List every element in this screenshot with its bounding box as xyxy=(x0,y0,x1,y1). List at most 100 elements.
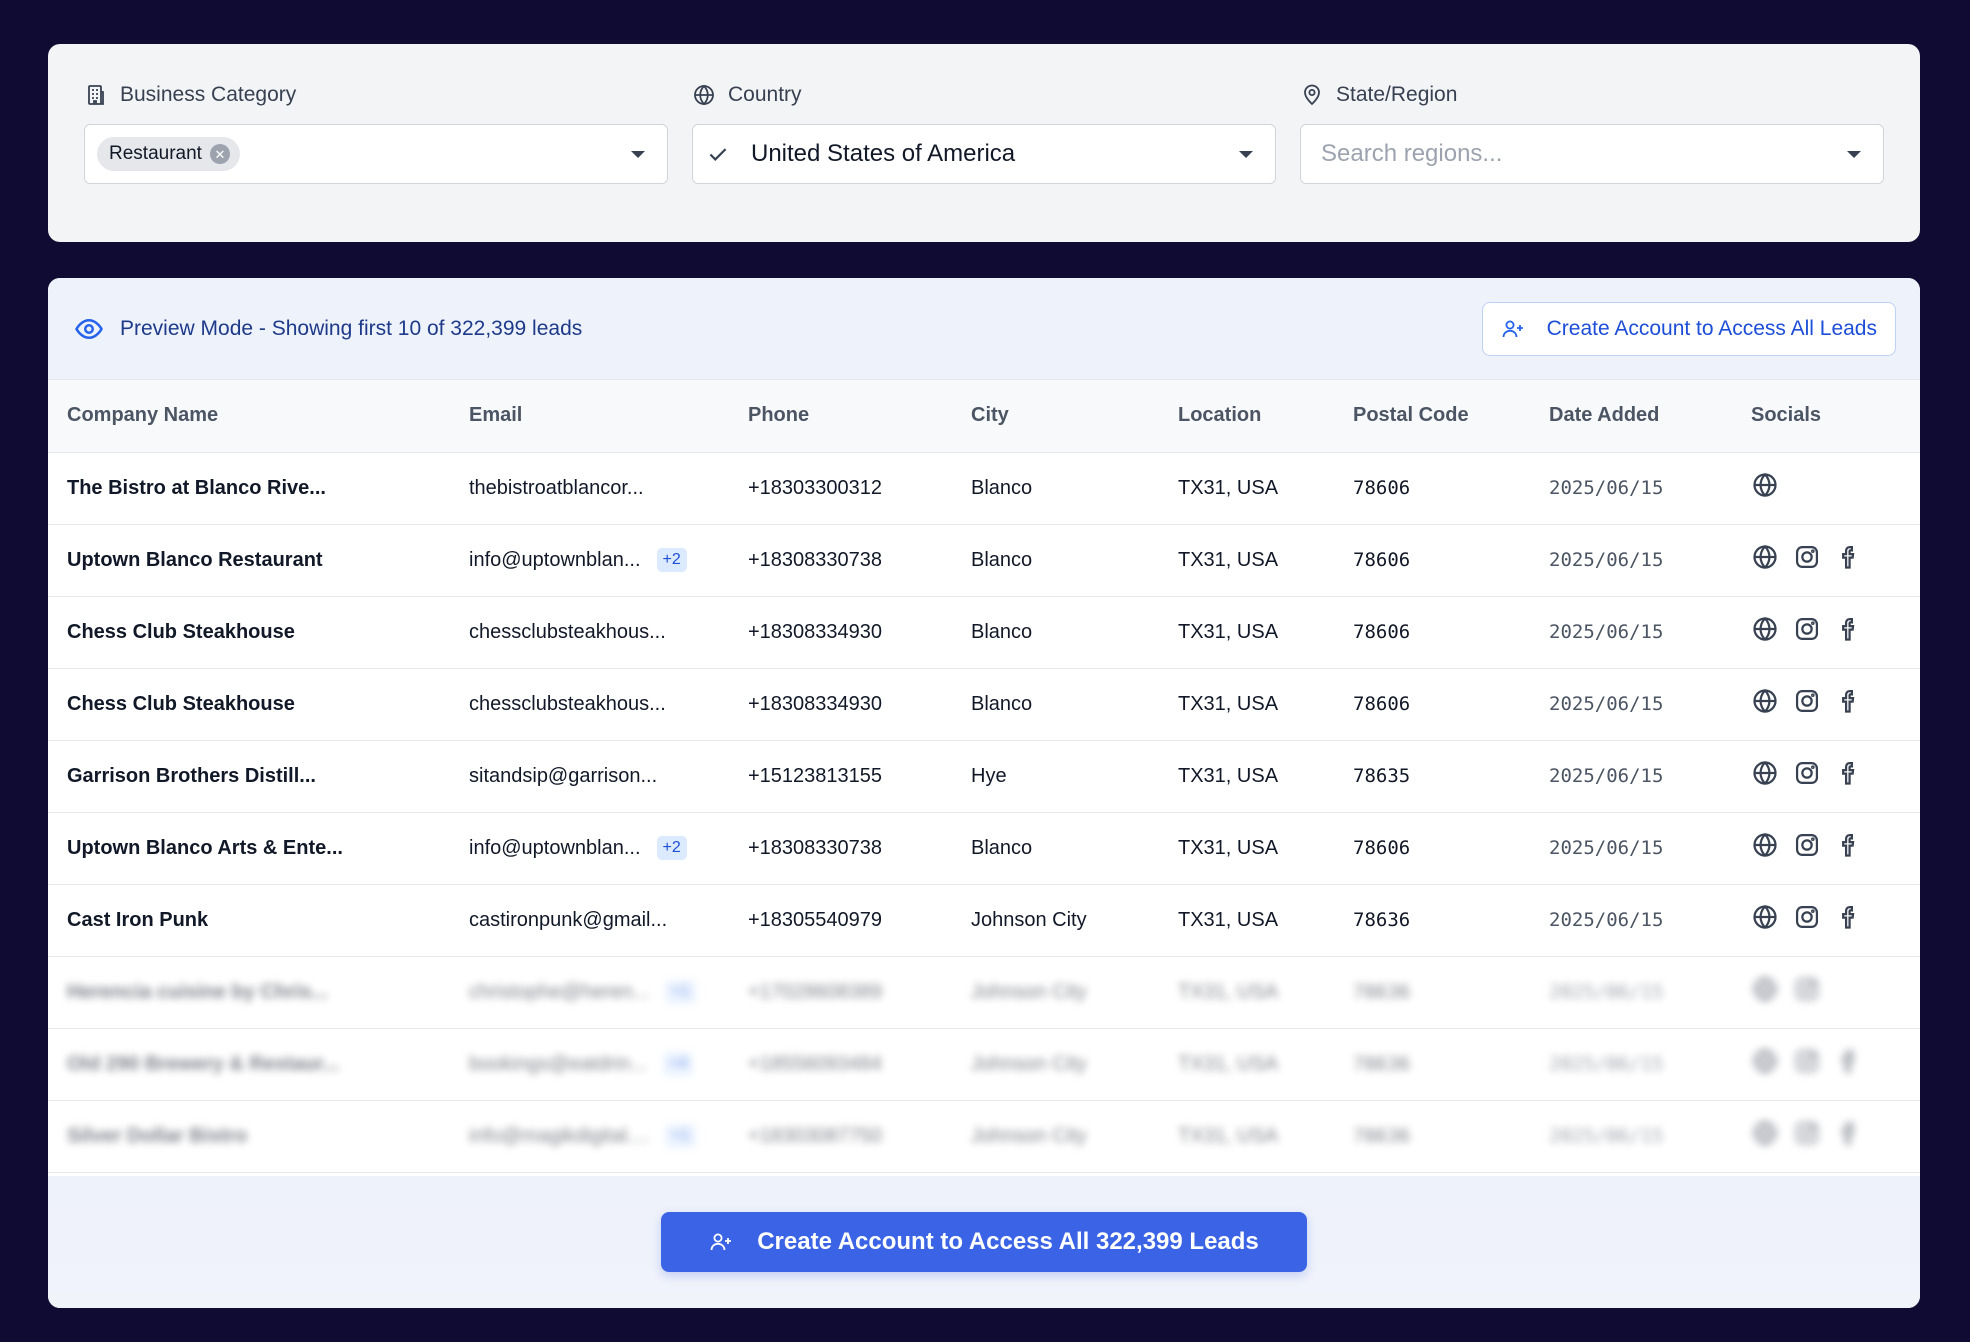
socials-cell xyxy=(1732,596,1920,668)
phone-cell: +18308334930 xyxy=(748,620,883,643)
instagram-icon[interactable] xyxy=(1793,615,1821,649)
socials-cell xyxy=(1732,740,1920,812)
email-text: castironpunk@gmail... xyxy=(469,908,668,931)
email-wrap: info@uptownblan... +2 xyxy=(469,548,729,572)
country-select[interactable]: United States of America xyxy=(692,124,1276,184)
email-text: chessclubsteakhous... xyxy=(469,620,666,643)
socials-header[interactable]: Socials xyxy=(1751,404,1822,427)
location-header[interactable]: Location xyxy=(1178,404,1262,427)
city-header[interactable]: City xyxy=(971,404,1009,427)
website-icon[interactable] xyxy=(1751,975,1779,1009)
extra-emails-badge[interactable]: +1 xyxy=(665,1124,696,1148)
website-icon[interactable] xyxy=(1751,471,1779,505)
email-cell: info@magikdigital.... +1 xyxy=(450,1100,729,1172)
preview-notice: Preview Mode - Showing first 10 of 322,3… xyxy=(74,314,582,344)
city-cell: Blanco xyxy=(971,692,1033,715)
website-icon[interactable] xyxy=(1751,903,1779,937)
leads-panel: Preview Mode - Showing first 10 of 322,3… xyxy=(48,278,1920,1308)
country-label: Country xyxy=(728,83,802,106)
table-row[interactable]: Cast Iron Punk castironpunk@gmail... +1830… xyxy=(48,884,1920,956)
email-wrap: thebistroatblancor... xyxy=(469,477,729,500)
location-cell: TX31, USA xyxy=(1178,1052,1279,1075)
table-row[interactable]: The Bistro at Blanco Rive... thebistroatb… xyxy=(48,452,1920,524)
location-cell: TX31, USA xyxy=(1178,548,1279,571)
phone-header[interactable]: Phone xyxy=(748,404,810,427)
facebook-icon[interactable] xyxy=(1835,615,1863,649)
facebook-icon[interactable] xyxy=(1835,687,1863,721)
email-wrap: info@magikdigital.... +1 xyxy=(469,1124,729,1148)
website-icon[interactable] xyxy=(1751,1119,1779,1153)
table-row[interactable]: Garrison Brothers Distill... sitandsip@ga… xyxy=(48,740,1920,812)
website-icon[interactable] xyxy=(1751,831,1779,865)
socials-cell xyxy=(1732,812,1920,884)
instagram-icon[interactable] xyxy=(1793,1047,1821,1081)
table-row[interactable]: Herencia cuisine by Chris... christophe@h… xyxy=(48,956,1920,1028)
postal-code-header[interactable]: Postal Code xyxy=(1353,404,1469,427)
create-account-all-leads-button[interactable]: Create Account to Access All 322,399 Lea… xyxy=(661,1212,1307,1272)
phone-cell: +18308330738 xyxy=(748,836,883,859)
email-text: info@uptownblan... xyxy=(469,548,641,571)
chevron-down-icon[interactable] xyxy=(631,151,645,158)
date-added-cell: 2025/06/15 xyxy=(1549,981,1664,1003)
table-row[interactable]: Uptown Blanco Arts & Ente... info@uptownb… xyxy=(48,812,1920,884)
extra-emails-badge[interactable]: +2 xyxy=(656,836,687,860)
company-name-header[interactable]: Company Name xyxy=(67,404,219,427)
facebook-icon[interactable] xyxy=(1835,1119,1863,1153)
facebook-icon[interactable] xyxy=(1835,543,1863,577)
website-icon[interactable] xyxy=(1751,759,1779,793)
postal-code-cell: 78606 xyxy=(1353,477,1411,499)
postal-code-cell: 78606 xyxy=(1353,621,1411,643)
email-header[interactable]: Email xyxy=(469,404,523,427)
table-row[interactable]: Old 290 Brewery & Restaur... bookings@eat… xyxy=(48,1028,1920,1100)
facebook-icon[interactable] xyxy=(1835,1047,1863,1081)
location-cell: TX31, USA xyxy=(1178,476,1279,499)
instagram-icon[interactable] xyxy=(1793,831,1821,865)
city-cell: Johnson City xyxy=(971,1052,1087,1075)
socials-group xyxy=(1751,903,1920,937)
table-row[interactable]: Silver Dollar Bistro info@magikdigital...… xyxy=(48,1100,1920,1172)
website-icon[interactable] xyxy=(1751,687,1779,721)
website-icon[interactable] xyxy=(1751,543,1779,577)
region-search-input[interactable] xyxy=(1313,140,1793,168)
extra-emails-badge[interactable]: +1 xyxy=(665,980,696,1004)
email-cell: thebistroatblancor... xyxy=(450,452,729,524)
socials-group xyxy=(1751,831,1920,865)
facebook-icon[interactable] xyxy=(1835,759,1863,793)
socials-group xyxy=(1751,615,1920,649)
company-name-cell: Garrison Brothers Distill... xyxy=(67,764,316,787)
eye-icon xyxy=(75,318,103,339)
date-added-cell: 2025/06/15 xyxy=(1549,837,1664,859)
website-icon[interactable] xyxy=(1751,615,1779,649)
instagram-icon[interactable] xyxy=(1793,687,1821,721)
chevron-down-icon[interactable] xyxy=(1847,151,1861,158)
remove-chip-icon[interactable]: ✕ xyxy=(209,144,230,164)
date-added-cell: 2025/06/15 xyxy=(1549,477,1664,499)
facebook-icon[interactable] xyxy=(1835,831,1863,865)
date-added-header[interactable]: Date Added xyxy=(1549,404,1660,427)
region-select[interactable] xyxy=(1300,124,1884,184)
socials-group xyxy=(1751,543,1920,577)
instagram-icon[interactable] xyxy=(1793,903,1821,937)
table-row[interactable]: Chess Club Steakhouse chessclubsteakhous.… xyxy=(48,596,1920,668)
country-value: United States of America xyxy=(751,140,1016,167)
extra-emails-badge[interactable]: +2 xyxy=(656,548,687,572)
check-icon xyxy=(705,141,731,167)
instagram-icon[interactable] xyxy=(1793,543,1821,577)
instagram-icon[interactable] xyxy=(1793,1119,1821,1153)
business-category-label: Business Category xyxy=(120,83,297,106)
create-account-button[interactable]: Create Account to Access All Leads xyxy=(1481,301,1896,356)
phone-cell: +18308334930 xyxy=(748,692,883,715)
business-category-label-row: Business Category xyxy=(84,80,668,110)
instagram-icon[interactable] xyxy=(1793,759,1821,793)
instagram-icon[interactable] xyxy=(1793,975,1821,1009)
socials-cell xyxy=(1732,668,1920,740)
business-category-filter: Business Category Restaurant ✕ xyxy=(84,80,668,184)
chevron-down-icon[interactable] xyxy=(1239,151,1253,158)
table-row[interactable]: Uptown Blanco Restaurant info@uptownblan.… xyxy=(48,524,1920,596)
email-wrap: christophe@heren... +1 xyxy=(469,980,729,1004)
website-icon[interactable] xyxy=(1751,1047,1779,1081)
table-row[interactable]: Chess Club Steakhouse chessclubsteakhous.… xyxy=(48,668,1920,740)
extra-emails-badge[interactable]: +4 xyxy=(663,1052,694,1076)
business-category-select[interactable]: Restaurant ✕ xyxy=(84,124,668,184)
facebook-icon[interactable] xyxy=(1835,903,1863,937)
